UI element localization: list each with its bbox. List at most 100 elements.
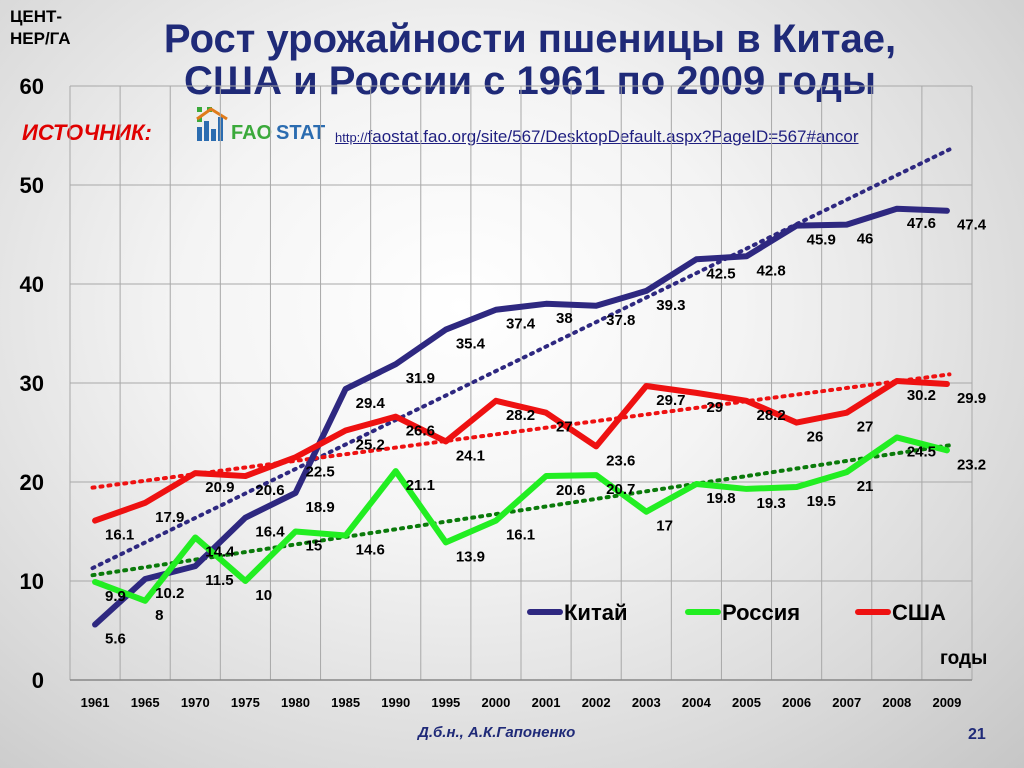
x-tick-label: 2002	[582, 695, 611, 710]
data-label: 27	[556, 419, 573, 436]
data-label: 10	[255, 587, 272, 604]
x-tick-label: 2006	[782, 695, 811, 710]
data-label: 38	[556, 310, 573, 327]
y-unit-line2: НЕР/ГА	[10, 29, 71, 48]
x-tick-label: 1961	[81, 695, 110, 710]
data-label: 16.1	[105, 527, 134, 544]
series-line	[92, 434, 950, 604]
logo-text-stat: STAT	[276, 122, 325, 144]
x-tick-label: 1985	[331, 695, 360, 710]
data-label: 29	[706, 399, 723, 416]
logo-text-fao: FAO	[231, 122, 272, 144]
data-label: 42.8	[757, 262, 786, 279]
trend-lines	[90, 147, 952, 578]
x-tick-label: 2007	[832, 695, 861, 710]
source-label: ИСТОЧНИК:	[22, 120, 152, 145]
y-tick-label: 20	[20, 470, 44, 495]
x-tick-label: 2003	[632, 695, 661, 710]
series-lines	[92, 205, 950, 628]
trend-line	[90, 372, 952, 490]
data-label: 8	[155, 607, 163, 624]
data-label: 13.9	[456, 548, 485, 565]
data-label: 28.2	[506, 407, 535, 424]
data-label: 19.3	[757, 495, 786, 512]
data-label: 27	[857, 419, 874, 436]
data-label: 19.8	[706, 490, 735, 507]
chart-legend: Китай Россия США	[527, 600, 946, 625]
chart-axes: 0 10 20 30 40 50 60 1961 1965 1970 1975 1980 1985 199…	[20, 74, 972, 710]
page-number: 21	[968, 726, 986, 743]
x-tick-label: 2001	[532, 695, 561, 710]
data-label: 5.6	[105, 631, 126, 648]
data-label: 24.5	[907, 443, 936, 460]
data-label: 29.4	[356, 395, 386, 412]
data-label: 29.9	[957, 390, 986, 407]
data-label: 35.4	[456, 336, 486, 353]
data-label: 20.6	[255, 482, 284, 499]
x-tick-label: 1975	[231, 695, 260, 710]
source-link-path[interactable]: faostat.fao.org/site/567/DesktopDefault.…	[367, 127, 859, 146]
title-line1: Рост урожайности пшеницы в Китае,	[163, 17, 897, 61]
y-tick-label: 0	[32, 668, 44, 693]
data-label: 26.6	[406, 423, 435, 440]
chart-grid	[69, 85, 973, 681]
y-tick-label: 30	[20, 371, 44, 396]
source-link-protocol[interactable]: http://	[335, 130, 368, 145]
x-tick-label: 1965	[131, 695, 160, 710]
x-tick-label: 1980	[281, 695, 310, 710]
data-label: 20.6	[556, 482, 585, 499]
data-label: 14.6	[356, 541, 385, 558]
data-label: 24.1	[456, 447, 485, 464]
x-tick-label: 1970	[181, 695, 210, 710]
chart-title: Рост урожайности пшеницы в Китае, США и …	[150, 18, 910, 102]
data-label: 46	[857, 231, 874, 248]
data-label: 20.9	[205, 479, 234, 496]
legend-label: США	[892, 600, 946, 625]
x-tick-label: 2004	[682, 695, 712, 710]
x-tick-label: 1990	[381, 695, 410, 710]
data-label: 21	[857, 478, 874, 495]
data-label: 10.2	[155, 585, 184, 602]
data-label: 47.4	[957, 217, 987, 234]
data-label: 29.7	[656, 392, 685, 409]
author-credit: Д.б.н., А.К.Гапоненко	[418, 724, 576, 741]
data-labels: 5.6 10.2 11.5 16.4 18.9 29.4 31.9 35.4 37.4 38 37.…	[105, 215, 987, 648]
x-tick-label: 2008	[882, 695, 911, 710]
y-tick-label: 40	[20, 272, 44, 297]
data-label: 11.5	[205, 572, 233, 589]
data-label: 23.2	[957, 456, 986, 473]
data-label: 15	[306, 538, 323, 555]
data-label: 16.1	[506, 527, 535, 544]
data-label: 42.5	[706, 265, 735, 282]
data-label: 17	[656, 518, 673, 535]
data-label: 47.6	[907, 215, 936, 232]
y-tick-label: 10	[20, 569, 44, 594]
y-axis-unit: ЦЕНТ- НЕР/ГА	[10, 6, 71, 50]
data-label: 30.2	[907, 387, 936, 404]
data-label: 20.7	[606, 481, 635, 498]
data-label: 37.8	[606, 312, 635, 329]
data-label: 22.5	[306, 463, 335, 480]
data-label: 26	[807, 429, 824, 446]
source-link[interactable]: http://faostat.fao.org/site/567/DesktopD…	[335, 127, 859, 147]
data-label: 28.2	[757, 407, 786, 424]
data-label: 23.6	[606, 452, 635, 469]
series-line	[92, 205, 950, 628]
data-label: 25.2	[356, 437, 385, 454]
faostat-logo: FAO STAT	[196, 107, 325, 144]
trend-line	[90, 443, 952, 578]
x-tick-label: 2000	[481, 695, 510, 710]
data-label: 16.4	[255, 524, 285, 541]
data-label: 19.5	[807, 493, 836, 510]
data-label: 45.9	[807, 232, 836, 249]
data-label: 14.4	[205, 543, 235, 560]
y-unit-line1: ЦЕНТ-	[10, 7, 63, 26]
x-tick-label: 2009	[932, 695, 961, 710]
data-label: 39.3	[656, 297, 685, 314]
x-tick-label: 1995	[431, 695, 460, 710]
data-label: 31.9	[406, 370, 435, 387]
data-label: 37.4	[506, 316, 536, 333]
legend-label: Китай	[564, 600, 628, 625]
series-line	[92, 378, 950, 524]
